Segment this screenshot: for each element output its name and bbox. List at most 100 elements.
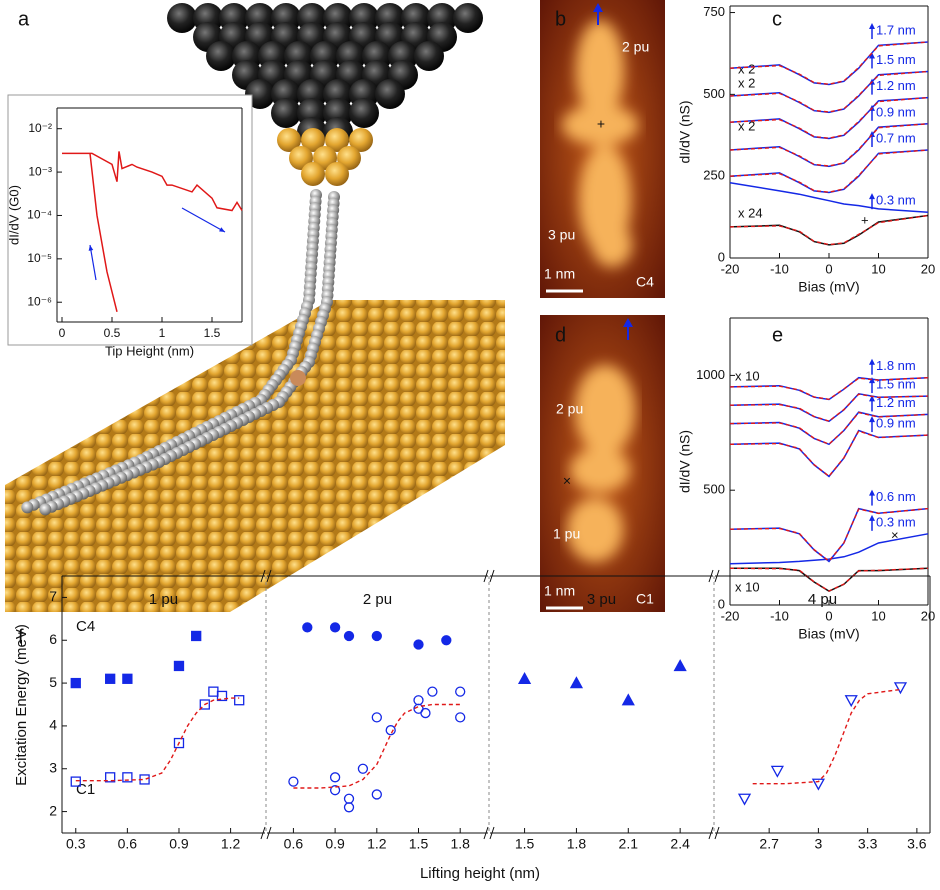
label-arrow-head — [869, 52, 875, 59]
series-label: 0.9 nm — [876, 416, 916, 431]
annotation: x 10 — [735, 579, 760, 594]
molecule-atom — [290, 370, 306, 386]
y-tick-label: 6 — [49, 631, 57, 647]
y-tick-label: 10⁻⁵ — [27, 251, 52, 265]
x-tick-label: 1.2 — [367, 836, 387, 852]
label-arrow-head — [869, 514, 875, 521]
y-axis-label: Excitation Energy (meV) — [13, 624, 30, 786]
annotation: x 2 — [738, 61, 755, 76]
annotation: C4 — [76, 618, 95, 635]
panel-label: f — [18, 626, 24, 648]
point — [173, 660, 185, 672]
fit-line — [729, 70, 929, 113]
image-marker: + — [597, 116, 605, 132]
x-tick-label: 2.7 — [759, 836, 779, 852]
x-tick-label: 0.9 — [169, 836, 189, 852]
point — [673, 659, 687, 672]
series-label: 0.7 nm — [876, 130, 916, 145]
image-label: 2 pu — [622, 39, 649, 55]
series-label: 0.6 nm — [876, 489, 916, 504]
y-tick-label: 500 — [703, 86, 725, 101]
point — [173, 737, 185, 749]
x-tick-label: 10 — [871, 261, 885, 276]
tip-atom — [301, 128, 325, 152]
x-tick-label: 2.1 — [619, 836, 639, 852]
point — [122, 772, 133, 783]
direction-arrow-head — [88, 245, 94, 251]
point — [844, 695, 858, 708]
y-tick-label: 0 — [718, 596, 725, 611]
data-line — [89, 153, 118, 312]
point — [234, 695, 245, 706]
inset-background — [7, 94, 253, 346]
y-tick-label: 7 — [49, 588, 57, 604]
tip-atom — [277, 128, 301, 152]
tip-atom — [375, 79, 405, 109]
point — [105, 673, 116, 684]
point — [621, 693, 635, 706]
fit-line — [729, 41, 929, 85]
fit-line — [729, 411, 929, 445]
chart-title: 1 pu — [149, 591, 178, 608]
x-tick-label: 10 — [871, 608, 885, 623]
point — [811, 778, 825, 791]
point — [893, 682, 908, 695]
x-tick-label: 3.6 — [907, 836, 927, 852]
label-arrow-head — [869, 23, 875, 29]
fit-line — [293, 703, 461, 789]
y-tick-label: 500 — [703, 482, 725, 497]
tip-atom — [167, 3, 197, 33]
label-arrow-head — [869, 395, 875, 402]
x-tick-label: -20 — [721, 261, 740, 276]
point — [302, 622, 313, 633]
data-line — [729, 149, 929, 194]
fit-line — [729, 96, 929, 139]
fit-line — [729, 567, 929, 592]
image-label: 2 pu — [556, 401, 583, 417]
point — [199, 699, 210, 710]
x-axis-label: Bias (mV) — [798, 626, 859, 642]
tip-atom — [301, 162, 325, 186]
x-axis-label: Lifting height (nm) — [420, 865, 540, 882]
annotation: x 10 — [735, 368, 760, 383]
x-tick-label: 20 — [921, 608, 935, 623]
x-tick-label: 0 — [59, 326, 66, 340]
x-tick-label: 1.2 — [221, 836, 241, 852]
point — [385, 725, 396, 736]
molecule-atom — [21, 501, 34, 514]
annotation: x 2 — [738, 118, 755, 133]
series-label: 0.3 nm — [876, 514, 916, 529]
y-tick-label: 10⁻⁶ — [27, 294, 52, 308]
y-tick-label: 2 — [49, 802, 57, 818]
point — [413, 695, 424, 706]
label-arrow-head — [869, 358, 875, 365]
panel-label: d — [555, 324, 566, 346]
point — [569, 676, 584, 689]
point — [737, 793, 752, 806]
label-arrow-head — [869, 489, 875, 496]
point — [329, 622, 341, 633]
tip-atom — [206, 41, 236, 71]
fit-line — [729, 214, 929, 246]
y-tick-label: 250 — [703, 168, 725, 183]
point — [357, 763, 369, 774]
tip-atom — [349, 98, 379, 128]
annotation: x 2 — [738, 75, 755, 90]
molecule-atom — [39, 503, 52, 516]
y-tick-label: 4 — [49, 717, 57, 733]
image-name: C4 — [636, 274, 654, 290]
x-tick-label: 0.6 — [118, 836, 138, 852]
tip-atom — [414, 41, 444, 71]
point — [329, 772, 341, 783]
point — [288, 776, 299, 787]
series-label: 0.3 nm — [876, 193, 916, 208]
panel-label: e — [772, 324, 783, 346]
x-tick-label: 1.5 — [515, 836, 535, 852]
scale-label: 1 nm — [544, 266, 575, 282]
point — [105, 772, 116, 783]
y-tick-label: 750 — [703, 4, 725, 19]
point — [427, 686, 438, 697]
annotation: x 24 — [738, 205, 763, 220]
stm-image-b — [540, 0, 665, 298]
